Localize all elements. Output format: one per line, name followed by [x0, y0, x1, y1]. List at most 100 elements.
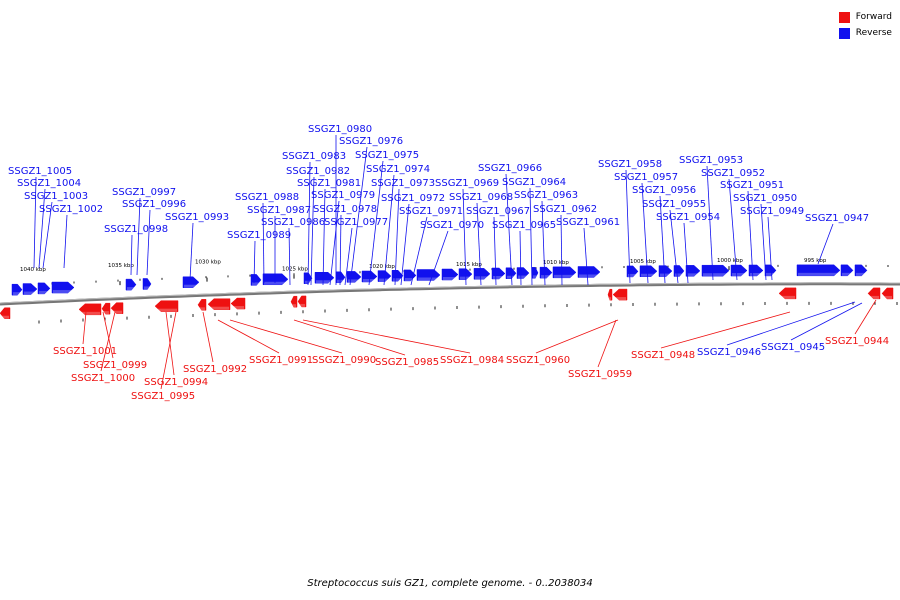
leader-line-reverse — [767, 216, 773, 281]
gene-arrow-reverse-shade — [13, 292, 21, 296]
gene-arrow-forward — [0, 307, 11, 320]
gene-label-reverse: SSGZ1_0998 — [104, 224, 168, 235]
genome-caption: Streptococcus suis GZ1, complete genome.… — [307, 578, 593, 589]
scale-tick-label: 1000 kbp — [717, 258, 743, 264]
scale-tick-label: 1010 kbp — [543, 260, 569, 266]
gene-label-reverse: SSGZ1_0976 — [339, 136, 403, 147]
gene-label-reverse: SSGZ1_0971 — [399, 206, 463, 217]
gene-arrow-forward — [101, 302, 111, 315]
gene-label-reverse: SSGZ1_0953 — [679, 155, 743, 166]
gene-arrow-reverse — [796, 264, 841, 277]
gene-arrow-reverse-shade — [798, 272, 839, 276]
gene-arrow-reverse-shade — [418, 277, 439, 281]
gene-arrow-reverse-shade — [264, 281, 287, 285]
leader-line-reverse — [329, 200, 340, 286]
leader-line-reverse — [529, 187, 533, 286]
gene-label-reverse: SSGZ1_0947 — [805, 213, 869, 224]
gene-arrow-reverse — [142, 278, 152, 290]
legend: Forward Reverse — [838, 9, 892, 41]
gene-arrow-reverse — [250, 274, 262, 286]
gene-arrow-forward — [110, 302, 124, 314]
leader-line-reverse — [189, 222, 194, 281]
leader-line-forward — [217, 319, 280, 354]
gene-arrow-reverse-shade — [252, 282, 260, 286]
gene-arrow-reverse-shade — [703, 273, 728, 277]
gene-arrow-reverse — [182, 276, 200, 288]
gene-arrow-reverse — [658, 265, 673, 277]
gene-arrow-reverse-shade — [337, 279, 344, 283]
gene-arrow-reverse — [416, 269, 441, 281]
gene-label-reverse: SSGZ1_0951 — [720, 180, 784, 191]
gene-arrow-reverse-shade — [518, 275, 528, 279]
leader-line-forward — [100, 311, 116, 372]
leader-line-reverse — [541, 200, 546, 286]
gene-label-reverse: SSGZ1_0972 — [381, 193, 445, 204]
gene-label-reverse: SSGZ1_0973 — [371, 178, 435, 189]
gene-label-reverse: SSGZ1_0945 — [761, 342, 825, 353]
gene-arrow-forward-shade — [112, 310, 122, 314]
gene-arrow-reverse-shade — [443, 277, 457, 280]
gene-arrow-reverse-shade — [533, 275, 537, 279]
leader-line-reverse — [747, 190, 754, 281]
genome-backbone — [0, 282, 900, 306]
gene-arrow-reverse-shade — [732, 273, 746, 277]
gene-arrow-reverse — [854, 264, 868, 277]
gene-label-forward: SSGZ1_0990 — [312, 355, 376, 366]
gene-label-reverse: SSGZ1_0950 — [733, 193, 797, 204]
gene-label-reverse: SSGZ1_0983 — [282, 151, 346, 162]
gene-label-forward: SSGZ1_0999 — [83, 360, 147, 371]
scale-tick-label: 1040 kbp — [20, 267, 46, 273]
leader-line-reverse — [310, 176, 315, 286]
gene-arrow-forward-shade — [209, 306, 229, 310]
gene-arrow-reverse-shade — [842, 272, 852, 276]
gene-label-reverse: SSGZ1_0974 — [366, 164, 430, 175]
gene-arrow-forward — [207, 298, 231, 310]
gene-arrow-reverse — [262, 273, 289, 286]
leader-line-forward — [160, 311, 177, 390]
gene-label-reverse: SSGZ1_0967 — [466, 206, 530, 217]
leader-line-forward — [854, 299, 877, 335]
gene-label-reverse: SSGZ1_0952 — [701, 168, 765, 179]
leader-line-reverse — [493, 216, 497, 286]
gene-label-forward: SSGZ1_0995 — [131, 391, 195, 402]
gene-arrow-reverse-shade — [766, 272, 775, 276]
genome-backbone-highlight — [0, 282, 900, 304]
gene-arrow-forward-shade — [80, 311, 100, 315]
gene-label-reverse: SSGZ1_0993 — [165, 212, 229, 223]
gene-label-forward: SSGZ1_0985 — [375, 357, 439, 368]
gene-label-reverse: SSGZ1_0989 — [227, 230, 291, 241]
gene-label-forward: SSGZ1_0959 — [568, 369, 632, 380]
leader-line-reverse — [519, 230, 522, 286]
gene-arrow-reverse — [51, 281, 75, 294]
leader-line-reverse — [817, 223, 834, 265]
gene-label-reverse: SSGZ1_0956 — [632, 185, 696, 196]
leader-line-reverse — [42, 201, 53, 269]
leader-line-reverse — [706, 165, 714, 281]
gene-arrow-reverse-shade — [475, 276, 489, 280]
scale-tick-label: 1005 kbp — [630, 259, 656, 265]
leader-line-reverse — [505, 173, 513, 286]
leader-line-reverse — [63, 214, 68, 269]
gene-arrow-reverse-shade — [405, 277, 415, 281]
gene-label-reverse: SSGZ1_0978 — [313, 204, 377, 215]
gene-arrow-reverse-shade — [144, 286, 150, 290]
gene-arrow-forward — [297, 295, 307, 308]
gene-arrow-reverse-shade — [541, 275, 551, 279]
gene-label-reverse: SSGZ1_0997 — [112, 187, 176, 198]
gene-arrow-reverse — [37, 282, 51, 295]
gene-label-reverse: SSGZ1_0954 — [656, 212, 720, 223]
gene-label-reverse: SSGZ1_0996 — [122, 199, 186, 210]
leader-line-reverse — [322, 188, 326, 286]
scale-tick-label: 1030 kbp — [195, 260, 221, 266]
gene-arrow-forward-shade — [199, 307, 205, 311]
gene-arrow-reverse-shade — [507, 275, 515, 279]
leader-line-reverse — [368, 160, 384, 286]
gene-arrow-reverse-shade — [39, 290, 49, 294]
gene-arrow-forward-shade — [299, 303, 305, 307]
gene-arrow-reverse — [577, 266, 601, 278]
gene-arrow-forward — [607, 288, 613, 301]
leader-line-reverse — [659, 195, 666, 284]
gene-label-reverse: SSGZ1_1005 — [8, 166, 72, 177]
legend-item-forward: Forward — [838, 9, 892, 25]
